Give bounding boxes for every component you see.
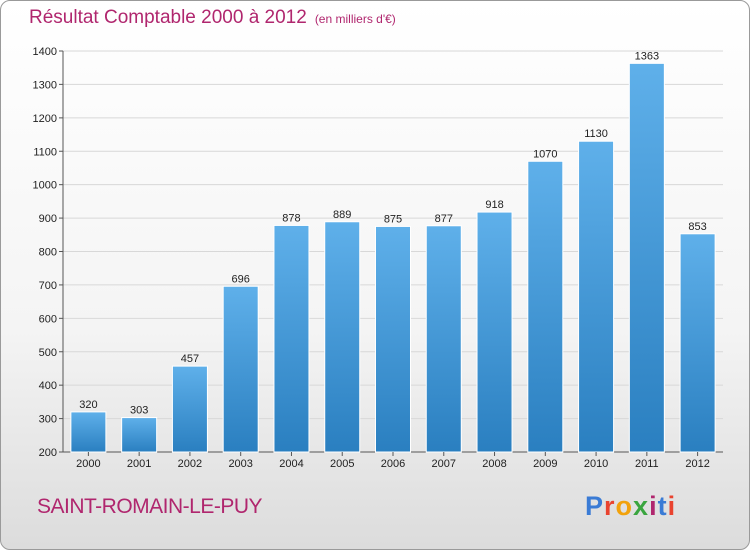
bar-value-label: 889: [333, 209, 351, 221]
y-tick-label: 200: [39, 447, 57, 459]
x-tick-label: 2000: [76, 458, 100, 470]
y-tick-label: 300: [39, 414, 57, 426]
bar: [527, 160, 564, 453]
y-tick-label: 600: [39, 313, 57, 325]
bar-value-label: 303: [130, 405, 148, 417]
chart-subtitle: (en milliers d'€): [314, 12, 396, 26]
bar-value-label: 457: [181, 353, 199, 365]
logo-letter: i: [667, 491, 677, 521]
bar: [121, 417, 158, 453]
x-tick-label: 2008: [482, 458, 506, 470]
logo-letter: i: [649, 491, 658, 521]
logo-letter: o: [615, 491, 634, 521]
bar: [628, 62, 665, 453]
bar-value-label: 877: [435, 213, 453, 225]
logo-letter: x: [633, 491, 650, 521]
y-tick-label: 1300: [33, 79, 57, 91]
logo-letter: P: [585, 491, 605, 521]
bar-value-label: 1070: [533, 148, 557, 160]
x-tick-label: 2006: [381, 458, 405, 470]
proxiti-logo[interactable]: Proxiti: [585, 491, 676, 522]
bar: [222, 285, 259, 453]
y-tick-label: 1200: [33, 113, 57, 125]
x-tick-label: 2002: [178, 458, 202, 470]
bar-value-label: 1130: [584, 128, 608, 140]
x-tick-label: 2010: [584, 458, 608, 470]
x-tick-label: 2004: [279, 458, 303, 470]
bar: [375, 225, 411, 453]
y-tick-label: 1100: [33, 146, 57, 158]
y-tick-label: 1000: [33, 180, 57, 192]
chart-title-block: Résultat Comptable 2000 à 2012 (en millie…: [29, 7, 396, 29]
bar: [679, 233, 716, 453]
bar: [273, 224, 310, 453]
bar-value-label: 320: [79, 399, 97, 411]
y-tick-label: 500: [39, 347, 57, 359]
y-tick-label: 900: [39, 213, 57, 225]
bar-value-label: 918: [485, 199, 503, 211]
x-tick-label: 2001: [127, 458, 151, 470]
y-tick-label: 400: [39, 380, 57, 392]
logo-letter: t: [657, 491, 668, 521]
bar: [425, 225, 462, 453]
bar: [171, 365, 208, 453]
y-tick-label: 800: [39, 247, 57, 259]
x-tick-label: 2005: [330, 458, 354, 470]
x-tick-label: 2007: [432, 458, 456, 470]
bar: [324, 221, 361, 453]
y-tick-label: 700: [39, 280, 57, 292]
logo-letter: r: [604, 491, 616, 521]
x-tick-label: 2011: [635, 458, 659, 470]
x-tick-label: 2009: [533, 458, 557, 470]
bar: [70, 411, 107, 453]
bar-value-label: 696: [232, 273, 250, 285]
chart-title: Résultat Comptable 2000 à 2012: [29, 7, 307, 28]
bar-value-label: 875: [384, 213, 402, 225]
y-tick-label: 1400: [33, 46, 57, 58]
place-name: SAINT-ROMAIN-LE-PUY: [37, 495, 263, 518]
x-tick-label: 2003: [228, 458, 252, 470]
bar: [578, 140, 615, 453]
bar-value-label: 853: [688, 221, 706, 233]
bar: [476, 211, 513, 453]
x-tick-label: 2012: [685, 458, 709, 470]
bar-value-label: 1363: [635, 50, 659, 62]
bar-value-label: 878: [282, 212, 300, 224]
